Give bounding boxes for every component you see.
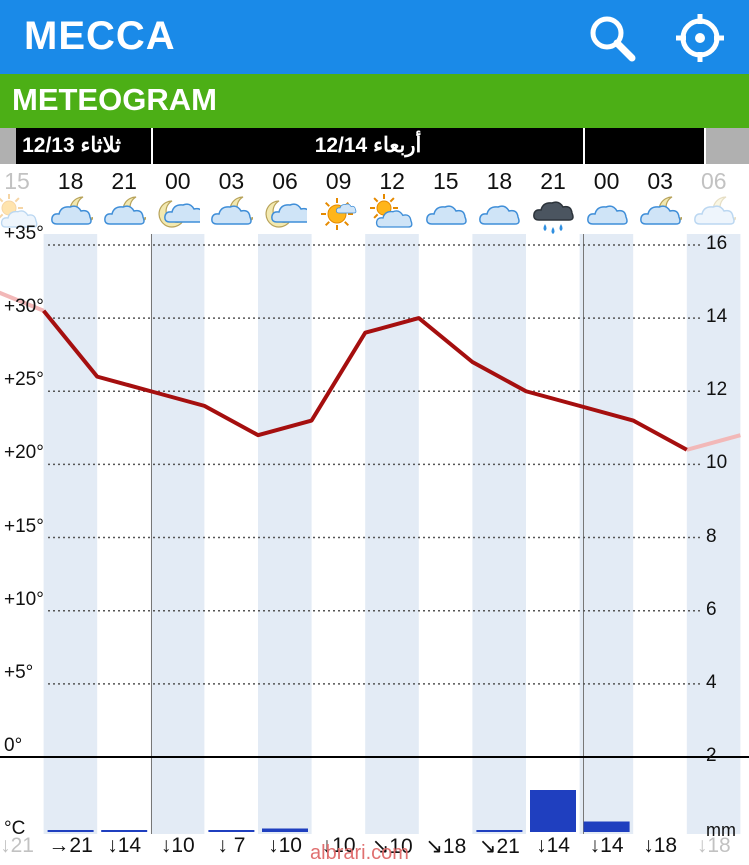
hour-label: 18 [486, 168, 513, 194]
temp-tick-label: +35° [4, 222, 44, 244]
cloud-moon-icon [49, 194, 95, 234]
app-header: MECCA [0, 0, 749, 74]
meteogram-chart [0, 234, 749, 834]
column-band [150, 234, 205, 834]
meteogram-title: METEOGRAM [12, 82, 217, 117]
precip-bar [101, 830, 148, 832]
precip-tick-label: 2 [706, 745, 717, 766]
precip-bar [583, 821, 630, 832]
temp-unit-label: °C [4, 818, 26, 839]
wind-label: ↓10 [160, 834, 195, 857]
rain-cloud-icon [531, 194, 575, 234]
precip-tick-label: 16 [706, 232, 728, 254]
hour-label: 03 [647, 168, 673, 194]
precip-tick-label: 8 [706, 525, 717, 547]
column-band [258, 234, 312, 834]
hour-label: 15 [4, 168, 30, 194]
precip-tick-label: 4 [706, 671, 717, 693]
day-bar: ثلاثاء 12/13 أربعاء 12/14 [0, 128, 749, 164]
hour-label: 15 [433, 168, 459, 194]
wind-label: ↓ 7 [217, 834, 246, 857]
wind-label: ↓14 [107, 834, 142, 857]
day-cell-wednesday[interactable]: أربعاء 12/14 [153, 128, 583, 164]
wind-label: ↓18 [643, 834, 678, 857]
precip-bar [530, 790, 576, 832]
hour-label: 00 [165, 168, 191, 194]
day-cell-tuesday[interactable]: ثلاثاء 12/13 [16, 128, 151, 164]
hour-label: 03 [218, 168, 245, 194]
temp-tick-label: +10° [4, 588, 44, 610]
column-band [43, 234, 98, 834]
cloud-icon [477, 194, 521, 234]
wind-label: ↓10 [321, 834, 356, 857]
wind-label: ↘10 [371, 835, 413, 858]
precip-unit-label: mm [706, 820, 736, 840]
wind-label: ↓18 [696, 834, 731, 857]
hour-label: 21 [111, 168, 137, 194]
column-band [472, 234, 526, 834]
temp-tick-label: 0° [4, 735, 23, 756]
precip-tick-label: 10 [706, 452, 728, 474]
temp-tick-label: +5° [4, 661, 34, 683]
precip-tick-label: 14 [706, 306, 728, 328]
moon-cloud-icon [263, 194, 312, 234]
city-title: MECCA [24, 14, 176, 58]
hour-label: 09 [325, 168, 352, 194]
hour-label: 21 [540, 168, 566, 194]
day-cell-thursday[interactable] [585, 128, 704, 164]
watermark: albrari.com [310, 842, 409, 864]
cloud-icon [424, 194, 468, 234]
hour-label: 00 [593, 168, 620, 194]
temp-tick-label: +30° [4, 296, 44, 318]
wind-label: ↓10 [268, 834, 302, 857]
hour-label: 06 [272, 168, 298, 194]
temp-tick-label: +15° [4, 515, 44, 537]
sun-cloud-small-icon [317, 194, 361, 234]
precip-tick-label: 6 [706, 598, 717, 620]
cloud-moon-icon [209, 194, 255, 234]
temp-tick-label: +20° [4, 442, 44, 464]
cloud-moon-icon [692, 194, 738, 234]
search-icon[interactable] [586, 12, 638, 64]
wind-label: ↓14 [536, 834, 570, 857]
cloud-moon-icon [102, 194, 148, 234]
wind-label: →21 [48, 834, 93, 857]
day-cell-next [706, 128, 749, 164]
temperature-line-faded [686, 433, 741, 452]
temperature-line [42, 309, 688, 452]
wind-label: ↓21 [0, 834, 34, 857]
precip-bar [476, 830, 523, 832]
cloud-moon-icon [638, 194, 684, 234]
temperature-line-faded [0, 290, 45, 313]
temp-tick-label: +25° [4, 369, 44, 391]
sun-cloud-icon [370, 194, 414, 234]
sun-cloud-icon [0, 194, 39, 234]
column-band [686, 234, 741, 834]
wind-label: ↓14 [589, 834, 624, 857]
precip-bar [47, 830, 94, 832]
wind-label: ↘21 [478, 835, 520, 858]
hour-label: 12 [379, 168, 405, 194]
precip-tick-label: 12 [706, 379, 728, 401]
cloud-icon [585, 194, 629, 234]
column-band [579, 234, 634, 834]
crosshair-icon[interactable] [674, 12, 726, 64]
column-band [365, 234, 419, 834]
day-cell-prev [0, 128, 16, 164]
hour-label: 18 [57, 168, 84, 194]
precip-bar [208, 830, 255, 832]
meteogram-bar: METEOGRAM [0, 74, 749, 128]
moon-cloud-icon [156, 194, 205, 234]
wind-label: ↘18 [425, 835, 467, 858]
precip-bar [262, 828, 308, 832]
hour-label: 06 [701, 168, 727, 194]
